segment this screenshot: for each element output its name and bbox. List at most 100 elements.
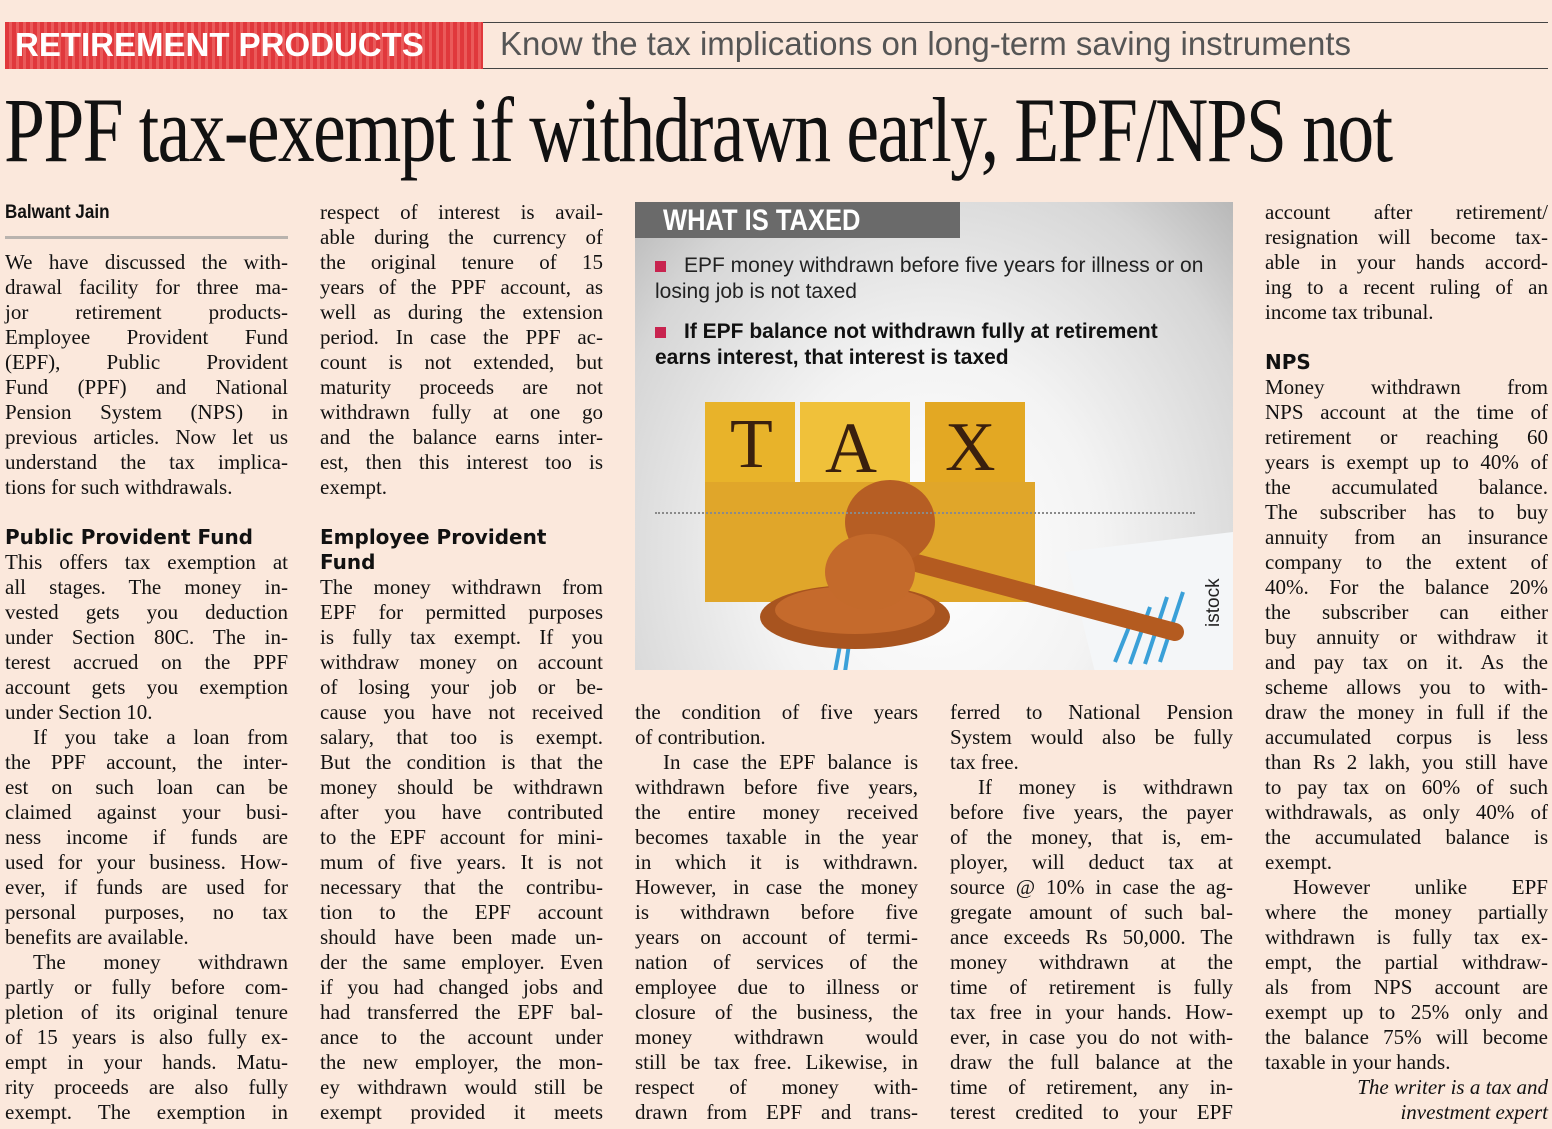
text-line: If money is withdrawn [978, 775, 1233, 799]
text-line: if you had changed jobs and [320, 975, 603, 999]
heading-spacer [1265, 325, 1548, 350]
text-line: exempt. [320, 475, 388, 499]
photo-credit: istock [1203, 578, 1224, 627]
text-line: The subscriber has to buy [1265, 500, 1548, 524]
paragraph: This offers tax exemption at all stages. … [5, 550, 288, 725]
text-line: exempt. [1265, 850, 1333, 874]
text-line: employee due to illness or [635, 975, 918, 999]
section-heading: Employee Provident [320, 525, 547, 549]
text-line: years of the PPF account, as [320, 275, 603, 299]
tax-letter-a: A [825, 408, 877, 488]
text-line: respect of interest is avail- [320, 200, 603, 224]
text-line: The money withdrawn from [320, 575, 603, 599]
text-line: der the same employer. Even [320, 950, 603, 974]
text-line: well as during the extension [320, 300, 603, 324]
text-line: necessary that the contribu- [320, 875, 603, 899]
text-line: where the money partially [1265, 900, 1548, 924]
text-line: draw the full balance at the [950, 1050, 1233, 1074]
text-line: money withdrawn would [635, 1025, 918, 1049]
text-line: and the balance earns inter- [320, 425, 603, 449]
paragraph: The money withdrawn from EPF for permitte… [320, 575, 603, 1125]
article-column-4: ferred to National Pension System would a… [950, 700, 1233, 1125]
infobox-title: WHAT IS TAXED [663, 204, 861, 237]
text-line: draw the money in full if the [1265, 700, 1548, 724]
paragraph: the condition of five years of contributi… [635, 700, 918, 750]
text-line: the balance 75% will become [1265, 1025, 1548, 1049]
text-line: under Section 10. [5, 700, 153, 724]
text-line: withdrawn before five years, [635, 775, 918, 799]
text-line: still be tax free. Likewise, in [635, 1050, 918, 1074]
text-line: This offers tax exemption at [5, 550, 288, 574]
text-line: EPF for permitted purposes [320, 600, 603, 624]
text-line: 40%. For the balance 20% [1265, 575, 1548, 599]
article-column-3: the condition of five years of contributi… [635, 700, 918, 1125]
article-column-5: account after retirement/resignation wil… [1265, 200, 1548, 1125]
text-line: terest credited to your EPF [950, 1100, 1233, 1124]
byline: Balwant Jain [5, 202, 110, 223]
text-line: is fully tax exempt. If you [320, 625, 603, 649]
text-line: cause you have not received [320, 700, 603, 724]
author-note: investment expert [1400, 1100, 1548, 1124]
text-line: ployer, will deduct tax at [950, 850, 1233, 874]
kicker-top-rule [483, 22, 1548, 23]
text-line: drawn from EPF and trans- [635, 1100, 918, 1124]
text-line: System would also be fully [950, 725, 1233, 749]
text-line: jor retirement products- [5, 300, 288, 324]
infobox-bullet-1: EPF money withdrawn before five years fo… [655, 253, 1215, 305]
text-line: withdrawn fully at one go [320, 400, 603, 424]
text-line: We have discussed the with- [5, 250, 288, 274]
tax-letter-t: T [730, 406, 773, 483]
text-line: should have been made un- [320, 925, 603, 949]
text-line: als from NPS account are [1265, 975, 1548, 999]
text-line: claimed against your busi- [5, 800, 288, 824]
text-line: ey withdrawn would still be [320, 1075, 603, 1099]
infobox-what-is-taxed: T A X WHAT IS TAXED EPF money withdrawn … [635, 202, 1233, 670]
text-line: the accumulated balance is [1265, 825, 1548, 849]
text-line: NPS account at the time of [1265, 400, 1548, 424]
text-line: is withdrawn before five [635, 900, 918, 924]
kicker-bottom-rule [483, 68, 1548, 69]
section-kicker: RETIREMENT PRODUCTS [5, 22, 483, 69]
gavel [760, 480, 1184, 649]
bullet-divider [655, 512, 1195, 514]
tax-letter-x: X [945, 409, 996, 486]
text-line: drawal facility for three ma- [5, 275, 288, 299]
text-line: money withdrawn at the [950, 950, 1233, 974]
text-line: But the condition is that the [320, 750, 603, 774]
text-line: used for your business. How- [5, 850, 288, 874]
section-heading: NPS [1265, 350, 1311, 374]
text-line: closure of the business, the [635, 1000, 918, 1024]
text-line: years on account of termi- [635, 925, 918, 949]
paragraph: Money withdrawn from NPS account at the t… [1265, 375, 1548, 875]
text-line: money should be withdrawn [320, 775, 603, 799]
text-line: period. In case the PPF ac- [320, 325, 603, 349]
text-line: time of retirement is fully [950, 975, 1233, 999]
text-line: Money withdrawn from [1265, 375, 1548, 399]
bullet-square-icon [655, 327, 666, 338]
paragraph: ferred to National Pension System would a… [950, 700, 1233, 775]
text-line: In case the EPF balance is [663, 750, 918, 774]
section-heading: Public Provident Fund [5, 525, 253, 549]
text-line: after you have contributed [320, 800, 603, 824]
byline-rule [5, 225, 288, 250]
text-line: empt, the partial withdraw- [1265, 950, 1548, 974]
text-line: previous articles. Now let us [5, 425, 288, 449]
text-line: Employee Provident Fund [5, 325, 288, 349]
text-line: vested gets you deduction [5, 600, 288, 624]
text-line: ever, in case you do not with- [950, 1025, 1233, 1049]
bullet-square-icon [655, 261, 666, 272]
text-line: able in your hands accord- [1265, 250, 1548, 274]
paragraph: We have discussed the with-drawal facili… [5, 250, 288, 500]
text-line: the subscriber can either [1265, 600, 1548, 624]
text-line: ing to a recent ruling of an [1265, 275, 1548, 299]
text-line: source @ 10% in case the ag- [950, 875, 1233, 899]
text-line: salary, that too is exempt. [320, 725, 603, 749]
text-line: However, in case the money [635, 875, 918, 899]
text-line: to the EPF account for mini- [320, 825, 603, 849]
tax-gavel-illustration: T A X [705, 402, 1233, 670]
text-line: est, then this interest too is [320, 450, 603, 474]
text-line: had transferred the EPF bal- [320, 1000, 603, 1024]
text-line: scheme allows you to with- [1265, 675, 1548, 699]
text-line: to pay tax on 60% of such [1265, 775, 1548, 799]
text-line: in which it is withdrawn. [635, 850, 918, 874]
